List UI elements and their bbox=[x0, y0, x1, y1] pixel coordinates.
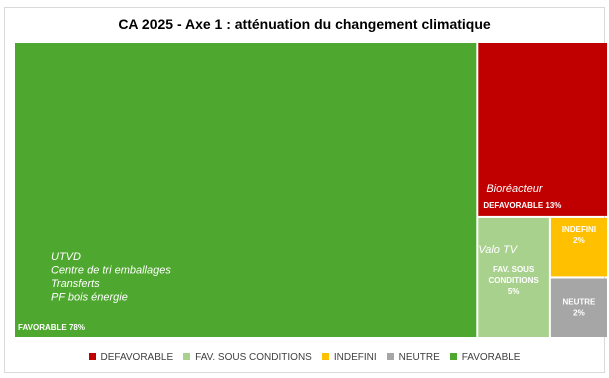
tile-item-label: Centre de tri emballages bbox=[51, 265, 171, 277]
legend-label-indefini: INDEFINI bbox=[333, 352, 377, 363]
tile-value-label-fav-sous-conditions: FAV. SOUS bbox=[493, 265, 535, 274]
legend-item-defavorable: DEFAVORABLE bbox=[88, 352, 174, 363]
legend-label-defavorable: DEFAVORABLE bbox=[100, 352, 174, 363]
legend-item-indefini: INDEFINI bbox=[321, 352, 377, 363]
tile-value-label-favorable: FAVORABLE 78% bbox=[18, 323, 85, 332]
tile-value-label-indefini: INDEFINI bbox=[562, 225, 596, 234]
legend-item-favorable: FAVORABLE bbox=[449, 352, 521, 363]
tile-indefini bbox=[550, 217, 607, 277]
legend-swatch-defavorable bbox=[88, 353, 96, 360]
tile-defavorable bbox=[478, 43, 607, 216]
legend-label-fav-sous-conditions: FAV. SOUS CONDITIONS bbox=[195, 352, 312, 363]
tile-value-label-neutre: 2% bbox=[573, 308, 585, 317]
legend-item-neutre: NEUTRE bbox=[386, 352, 440, 363]
tile-item-label: UTVD bbox=[51, 251, 81, 263]
tile-favorable bbox=[15, 43, 477, 337]
legend-swatch-neutre bbox=[386, 353, 394, 360]
tile-item-label: Transferts bbox=[51, 278, 100, 290]
tile-value-label-neutre: NEUTRE bbox=[563, 297, 597, 306]
legend-swatch-fav-sous-conditions bbox=[183, 353, 191, 360]
legend-swatch-indefini bbox=[321, 353, 329, 360]
chart-legend: DEFAVORABLE FAV. SOUS CONDITIONS INDEFINI N… bbox=[0, 352, 609, 363]
tile-value-label-defavorable: DEFAVORABLE 13% bbox=[483, 201, 561, 210]
tile-value-label-indefini: 2% bbox=[573, 236, 585, 245]
tile-item-label: PF bois énergie bbox=[51, 292, 128, 304]
legend-item-fav-sous-conditions: FAV. SOUS CONDITIONS bbox=[183, 352, 312, 363]
tile-fav-sous-conditions bbox=[478, 217, 549, 337]
tile-value-label-fav-sous-conditions: CONDITIONS bbox=[489, 276, 540, 285]
tile-item-label: Valo TV bbox=[478, 244, 518, 256]
tile-neutre bbox=[550, 278, 607, 337]
legend-label-neutre: NEUTRE bbox=[398, 352, 440, 363]
tile-value-label-fav-sous-conditions: 5% bbox=[508, 287, 520, 296]
chart-title: CA 2025 - Axe 1 : atténuation du changem… bbox=[118, 16, 491, 32]
legend-label-favorable: FAVORABLE bbox=[461, 352, 521, 363]
tile-item-label: Bioréacteur bbox=[486, 183, 544, 195]
legend-swatch-favorable bbox=[449, 353, 457, 360]
